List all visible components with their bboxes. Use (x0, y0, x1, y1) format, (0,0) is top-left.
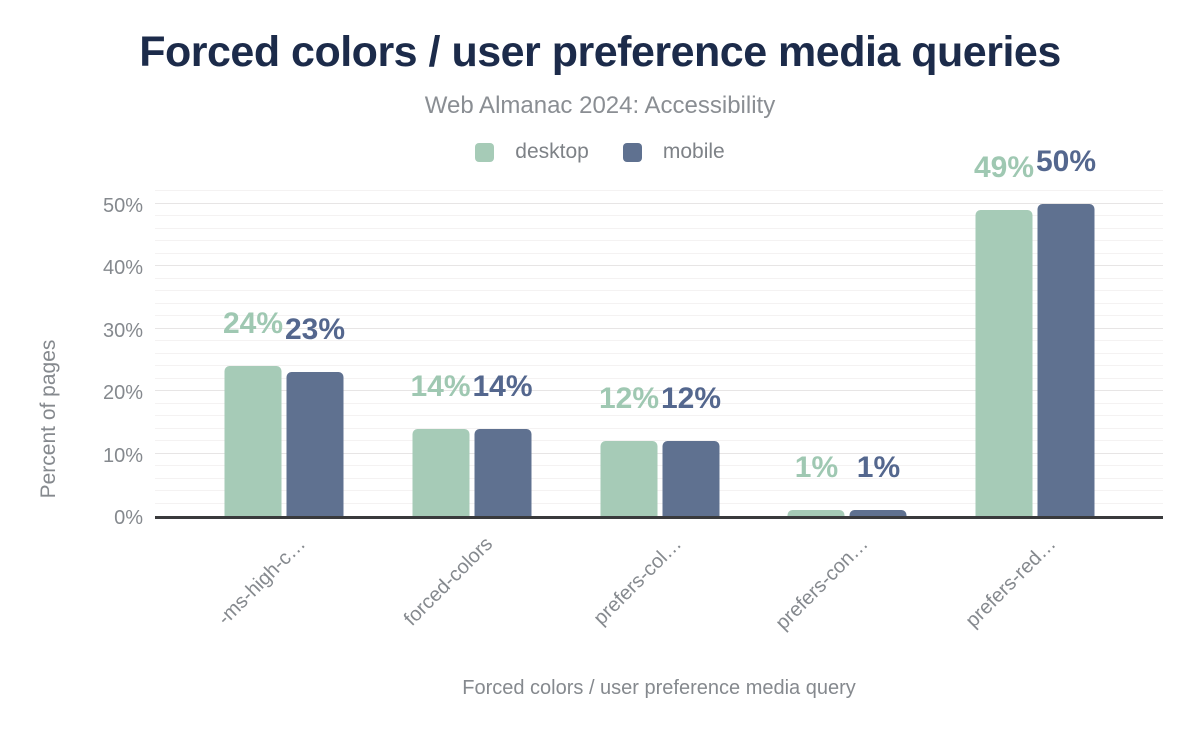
bar-desktop[interactable] (412, 428, 469, 516)
value-label-desktop: 14% (410, 369, 471, 403)
value-label-mobile: 14% (472, 369, 533, 403)
bar-group-prefers-color-scheme: 12% 12% (598, 189, 722, 516)
value-label-mobile: 23% (284, 313, 346, 347)
bar-group-forced-colors: 14% 14% (410, 189, 533, 516)
bar-desktop[interactable] (224, 366, 282, 516)
bar-desktop[interactable] (600, 441, 658, 516)
bar-group-prefers-reduced-motion: 49% 50% (974, 146, 1096, 516)
bar-mobile[interactable] (849, 509, 907, 516)
chart-title: Forced colors / user preference media qu… (139, 28, 1061, 76)
value-label-mobile: 1% (856, 450, 901, 484)
y-tick: 0% (114, 507, 143, 529)
bar-mobile[interactable] (662, 441, 720, 516)
y-axis-ticks: 0% 10% 20% 30% 40% 50% (60, 189, 143, 529)
legend-item-desktop[interactable]: desktop (475, 140, 589, 164)
bar-group-ms-high-contrast: 24% 23% (222, 189, 346, 516)
legend-label-mobile: mobile (662, 140, 725, 163)
value-label-mobile: 12% (660, 382, 722, 416)
chart-subtitle: Web Almanac 2024: Accessibility (424, 92, 776, 119)
x-axis-title: Forced colors / user preference media qu… (462, 677, 856, 699)
value-label-desktop: 1% (794, 450, 839, 484)
bar-mobile[interactable] (1037, 203, 1095, 516)
value-label-desktop: 12% (598, 382, 660, 416)
gridlines (155, 189, 1163, 516)
legend-label-desktop: desktop (515, 140, 589, 163)
y-tick: 50% (102, 194, 143, 217)
bar-mobile[interactable] (286, 372, 344, 516)
mobile-swatch-icon (622, 142, 642, 162)
y-tick: 20% (102, 382, 143, 405)
plot-area: 24% 23% 14% 14% 12% 12% (155, 146, 1163, 519)
desktop-swatch-icon (475, 142, 495, 162)
bar-desktop[interactable] (975, 209, 1033, 516)
x-axis-category-labels: -ms-high-c… forced-colors prefers-col… p… (213, 533, 1061, 635)
y-tick: 40% (102, 257, 143, 280)
bar-desktop[interactable] (787, 509, 845, 516)
value-label-desktop: 24% (222, 307, 284, 341)
legend-item-mobile[interactable]: mobile (622, 140, 725, 164)
bar-mobile[interactable] (474, 428, 531, 516)
value-label-mobile: 50% (1035, 144, 1096, 178)
y-tick: 30% (102, 319, 143, 342)
bar-group-prefers-contrast: 1% 1% (787, 189, 907, 516)
y-tick: 10% (102, 444, 143, 467)
value-label-desktop: 49% (973, 150, 1034, 184)
legend: desktop mobile (0, 140, 1200, 164)
